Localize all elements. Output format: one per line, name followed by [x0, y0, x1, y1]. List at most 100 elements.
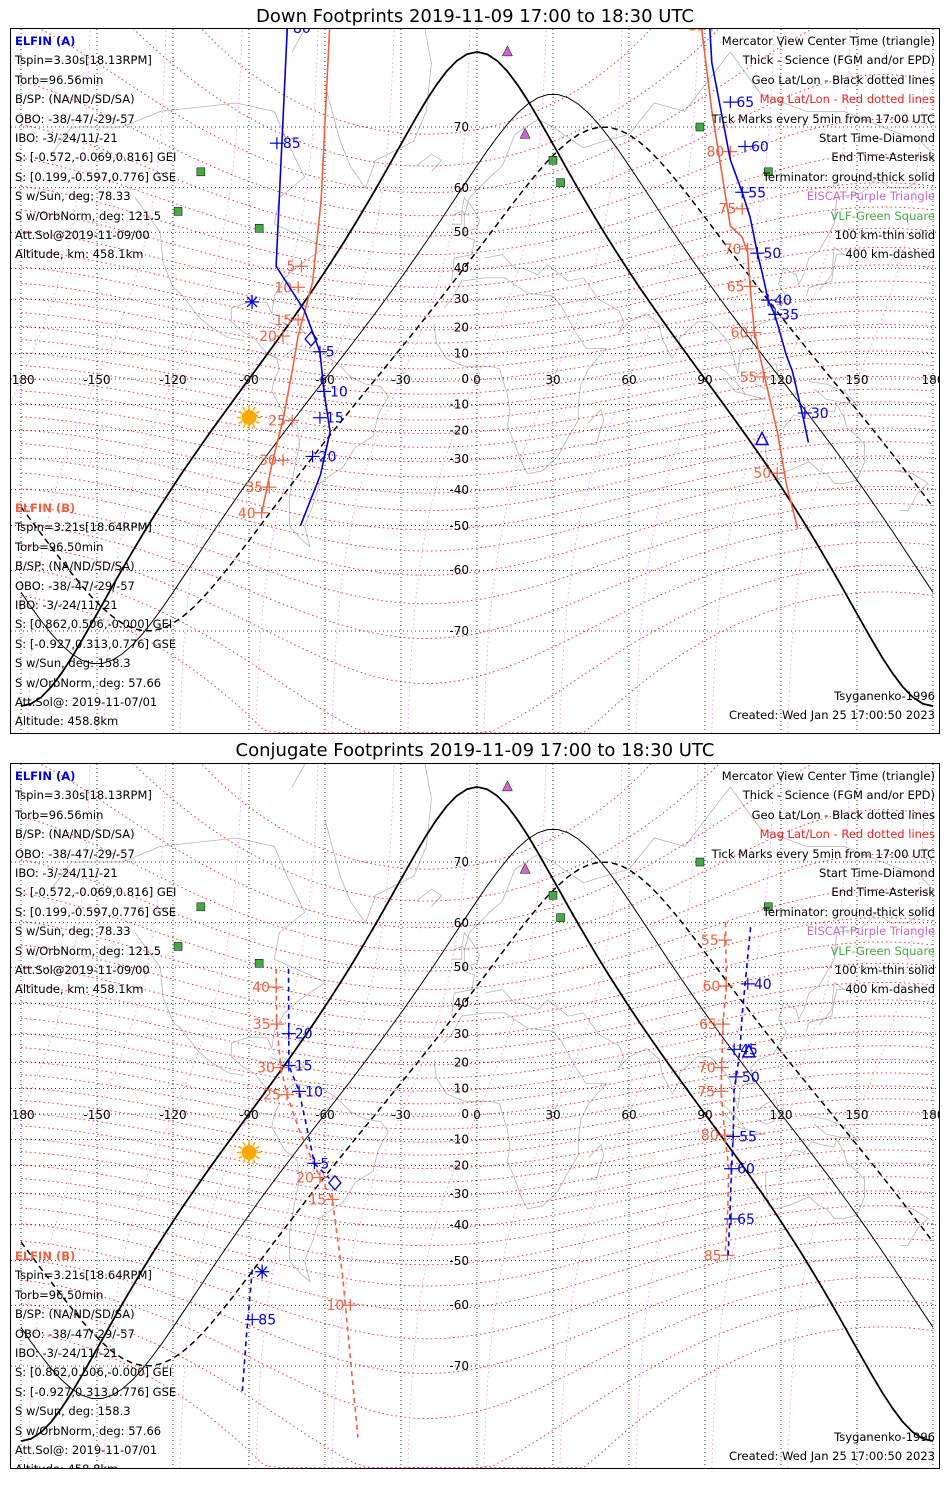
lon-tick-label: -180 [11, 373, 35, 387]
sun-ray [242, 424, 246, 429]
coastline [291, 29, 432, 189]
legend-entry: End Time-Asterisk [831, 150, 935, 165]
elfin-b-tick-label: 25 [263, 1088, 281, 1104]
elfin-b-info-line: OBO: -38/-47/-29/-57 [15, 1326, 135, 1341]
coastline [805, 246, 846, 297]
mag-latitude-line [20, 470, 934, 552]
vlf-station-icon [556, 913, 565, 922]
elfin-b-tick-label: 20 [259, 329, 277, 345]
lon-tick-label: 180 [922, 373, 940, 387]
sun-ray [238, 420, 243, 425]
lon-tick-label: -150 [83, 373, 110, 387]
lon-tick-label: -30 [391, 1108, 411, 1122]
sun-ray [252, 406, 256, 411]
mag-latitude-line [20, 324, 934, 382]
terminator-400km [20, 126, 934, 632]
lon-tick-label: 60 [621, 1108, 636, 1122]
map-legend: Mercator View Center Time (triangle) Thic… [712, 32, 935, 265]
lat-tick-label: -20 [449, 1159, 469, 1173]
lat-tick-label: 0 [461, 1107, 469, 1121]
panel-title-down: Down Footprints 2019-11-09 17:00 to 18:3… [256, 6, 694, 27]
elfin-a-tick-label: 5 [320, 1156, 329, 1172]
coastline [808, 1116, 859, 1141]
vlf-station-icon [173, 942, 183, 951]
elfin-b-tick-label: 55 [739, 370, 757, 386]
elfin-b-info-line: S: [0.862,0.506,-0.000] GEI [15, 1365, 173, 1380]
elfin-b-label: ELFIN (B) [15, 501, 76, 515]
mag-latitude-line [39, 764, 814, 929]
elfin-a-tick-label: 40 [754, 977, 772, 993]
elfin-b-tick-label: 30 [259, 453, 277, 469]
elfin-a-track [241, 1269, 254, 1393]
lon-tick-label: 150 [846, 1108, 869, 1122]
elfin-b-info-line: Att.Sol@: 2019-11-07/01 [15, 1442, 158, 1457]
terminator-ground [20, 785, 934, 1442]
elfin-a-tick-label: 50 [742, 1070, 760, 1086]
coastline [894, 1205, 929, 1246]
legend-entry: VLF-Green Square [830, 943, 935, 958]
elfin-a-track [727, 927, 752, 1256]
coastline [451, 945, 463, 960]
mag-latitude-line [20, 1176, 934, 1247]
mag-latitude-line [20, 564, 934, 733]
legend-entry: Terminator: ground-thick solid [762, 904, 935, 919]
terminator-ground [20, 50, 934, 707]
mag-latitude-line [20, 1190, 934, 1266]
coastline [808, 381, 859, 406]
elfin-b-tick-label: 35 [245, 480, 263, 496]
lat-tick-label: 30 [454, 1027, 469, 1041]
mag-latitude-line [20, 1098, 934, 1156]
mag-latitude-line [133, 764, 720, 902]
mag-latitude-line [20, 310, 934, 370]
footprint-map-panel-down: -180-150-120-90-60-300306090120150180706… [10, 28, 940, 734]
coastline [588, 1143, 605, 1180]
lon-tick-label: -60 [315, 1108, 335, 1122]
coastline [745, 393, 766, 400]
elfin-a-label: ELFIN (A) [15, 769, 76, 783]
lon-tick-label: 120 [770, 1108, 793, 1122]
lat-tick-label: -50 [449, 519, 469, 533]
legend-entry: Tick Marks every 5min from 17:00 UTC [711, 111, 935, 126]
legend-entry: Mercator View Center Time (triangle) [721, 769, 935, 783]
coastline [451, 210, 463, 225]
elfin-a-info-line: S w/Sun, deg: 78.33 [15, 924, 131, 939]
terminator-100km [20, 829, 934, 1399]
elfin-b-info: ELFIN (B) Tspin=3.21s[18.64RPM] Torb=96.… [15, 1247, 176, 1468]
terminator-400km [20, 861, 934, 1367]
elfin-b-tick-label: 60 [731, 326, 749, 342]
elfin-b-tick-label: 10 [327, 1298, 345, 1314]
mag-latitude-line [20, 1111, 934, 1169]
lon-tick-label: 120 [770, 373, 793, 387]
elfin-b-info-line: S w/OrbNorm, deg: 57.66 [15, 675, 162, 690]
mag-latitude-line [20, 455, 934, 531]
elfin-b-info-line: Altitude: 458.8km [15, 714, 119, 729]
lat-tick-label: 20 [454, 320, 469, 334]
legend-entry: 400 km-dashed [845, 247, 935, 262]
lon-tick-label: 30 [545, 373, 560, 387]
map-legend: Mercator View Center Time (triangle) Thic… [712, 767, 935, 1000]
elfin-a-info-line: S: [-0.572,-0.069,0.816] GEI [15, 885, 177, 900]
elfin-a-info-line: Torb=96.56min [15, 807, 104, 822]
lat-tick-label: 10 [454, 347, 469, 361]
coastline [51, 837, 389, 1283]
sun-ray [255, 1145, 260, 1150]
lon-tick-label: 0 [473, 373, 481, 387]
elfin-b-info-line: IBO: -3/-24/11/-21 [15, 1345, 118, 1360]
elfin-a-tick-label: 40 [774, 293, 792, 309]
elfin-a-info-line: IBO: -3/-24/11/-21 [15, 130, 118, 145]
elfin-a-info-line: S: [0.199,-0.597,0.776] GSE [15, 904, 177, 919]
eiscat-station-icon [519, 127, 531, 139]
elfin-a-track [709, 29, 810, 443]
legend-entry: Geo Lat/Lon - Black dotted lines [751, 72, 935, 87]
elfin-a-tick-label: 5 [326, 345, 335, 361]
coastline [451, 786, 934, 1017]
elfin-a-info-line: Att.Sol@2019-11-09/00 [15, 227, 150, 242]
lat-tick-label: -30 [449, 1187, 469, 1201]
elfin-a-info-line: Tspin=3.30s[18.13RPM] [15, 53, 152, 68]
elfin-b-info-line: Torb=96.50min [15, 539, 104, 554]
elfin-a-info: ELFIN (A) Tspin=3.30s[18.13RPM] Torb=96.… [15, 32, 176, 265]
elfin-b-tick-label: 50 [753, 466, 771, 482]
coastline [415, 888, 443, 908]
lon-tick-label: 150 [846, 373, 869, 387]
lon-tick-label: -120 [159, 1108, 186, 1122]
